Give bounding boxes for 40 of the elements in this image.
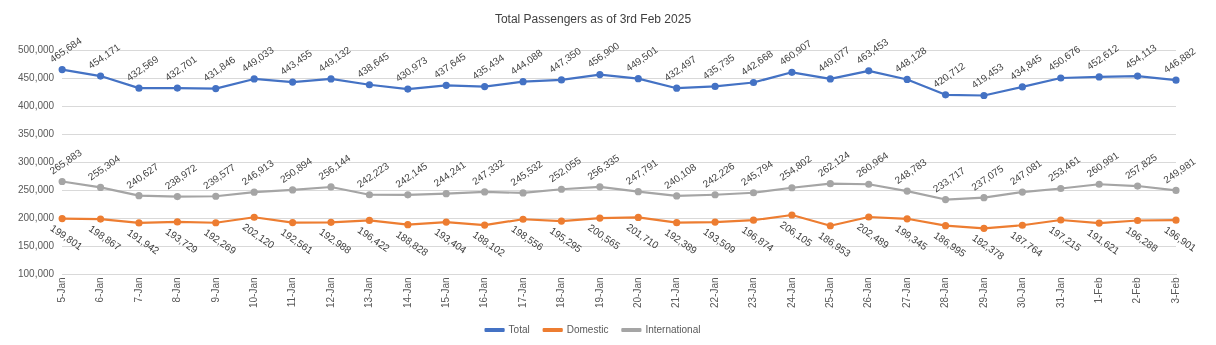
x-tick-label: 9-Jan	[209, 277, 221, 303]
x-tick-label: 15-Jan	[439, 277, 451, 308]
x-tick-label: 24-Jan	[785, 277, 797, 308]
x-tick-label: 31-Jan	[1054, 277, 1066, 308]
legend-label: Total	[508, 323, 530, 335]
y-tick-label: 450,000	[17, 72, 55, 84]
chart-title: Total Passengers as of 3rd Feb 2025	[494, 11, 692, 26]
x-tick-label: 21-Jan	[670, 277, 682, 308]
x-tick-label: 1-Feb	[1092, 276, 1104, 304]
y-tick-label: 100,000	[17, 268, 55, 280]
x-tick-label: 28-Jan	[939, 277, 951, 308]
legend-label: International	[645, 323, 701, 335]
y-tick-label: 350,000	[17, 128, 55, 140]
x-tick-label: 14-Jan	[401, 277, 413, 308]
x-tick-label: 8-Jan	[171, 277, 183, 303]
x-tick-label: 16-Jan	[478, 277, 490, 308]
x-tick-label: 17-Jan	[516, 277, 528, 308]
x-tick-label: 25-Jan	[824, 277, 836, 308]
x-tick-label: 7-Jan	[132, 277, 144, 303]
x-tick-label: 10-Jan	[247, 277, 259, 308]
x-tick-label: 3-Feb	[1169, 276, 1181, 304]
x-tick-label: 19-Jan	[593, 277, 605, 308]
x-tick-label: 30-Jan	[1016, 277, 1028, 308]
x-tick-label: 26-Jan	[862, 277, 874, 308]
x-tick-label: 22-Jan	[708, 277, 720, 308]
x-tick-label: 13-Jan	[363, 277, 375, 308]
x-tick-label: 2-Feb	[1131, 276, 1143, 304]
x-tick-label: 12-Jan	[324, 277, 336, 308]
y-tick-label: 400,000	[17, 100, 55, 112]
x-tick-label: 11-Jan	[286, 277, 298, 308]
x-tick-label: 27-Jan	[900, 277, 912, 308]
legend-label: Domestic	[566, 323, 609, 335]
y-tick-label: 200,000	[17, 212, 55, 224]
x-tick-label: 29-Jan	[977, 277, 989, 308]
x-tick-label: 23-Jan	[747, 277, 759, 308]
x-tick-label: 20-Jan	[632, 277, 644, 308]
x-tick-label: 6-Jan	[94, 277, 106, 303]
y-tick-label: 250,000	[17, 184, 55, 196]
x-tick-label: 18-Jan	[555, 277, 567, 308]
x-tick-label: 5-Jan	[55, 277, 67, 303]
